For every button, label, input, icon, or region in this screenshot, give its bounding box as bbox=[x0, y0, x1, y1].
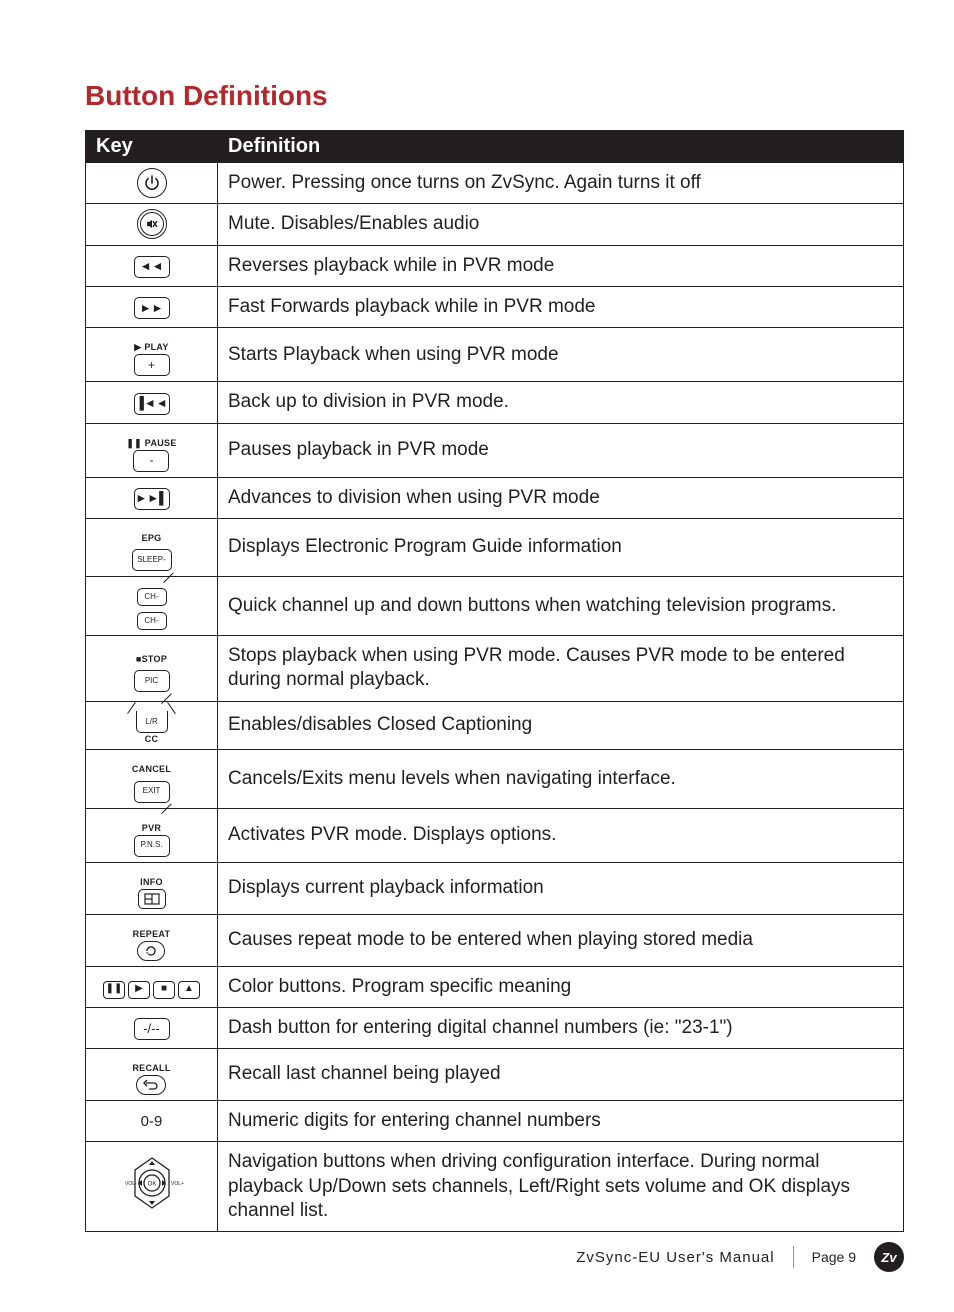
key-cell: ❚❚▶■▲ bbox=[86, 966, 218, 1007]
epg-icon: EPGSLEEP- bbox=[132, 534, 172, 571]
definition-cell: Back up to division in PVR mode. bbox=[218, 382, 904, 423]
svg-text:OK: OK bbox=[147, 1182, 156, 1188]
definition-cell: Displays Electronic Program Guide inform… bbox=[218, 518, 904, 576]
table-row: 0-9 Numeric digits for entering channel n… bbox=[86, 1101, 904, 1142]
table-row: Mute. Disables/Enables audio bbox=[86, 204, 904, 245]
key-cell: RECALL bbox=[86, 1049, 218, 1101]
key-cell: PVRP.N.S. bbox=[86, 808, 218, 862]
key-cell: REPEAT bbox=[86, 914, 218, 966]
definition-cell: Fast Forwards playback while in PVR mode bbox=[218, 286, 904, 327]
definition-cell: Power. Pressing once turns on ZvSync. Ag… bbox=[218, 163, 904, 204]
definition-cell: Displays current playback information bbox=[218, 862, 904, 914]
key-cell: ■STOPPIC bbox=[86, 636, 218, 702]
key-cell: ►► bbox=[86, 286, 218, 327]
mute-icon bbox=[137, 209, 167, 239]
definition-cell: Navigation buttons when driving configur… bbox=[218, 1142, 904, 1232]
definition-cell: Cancels/Exits menu levels when navigatin… bbox=[218, 750, 904, 808]
table-row: CANCELEXIT Cancels/Exits menu levels when… bbox=[86, 750, 904, 808]
definition-cell: Dash button for entering digital channel… bbox=[218, 1007, 904, 1048]
table-row: ▶ PLAY+ Starts Playback when using PVR mo… bbox=[86, 328, 904, 382]
table-row: REPEAT Causes repeat mode to be entered w… bbox=[86, 914, 904, 966]
channel-buttons-icon: CH-CH- bbox=[137, 588, 167, 630]
table-row: ◄◄ Reverses playback while in PVR mode bbox=[86, 245, 904, 286]
key-cell: ►►▌ bbox=[86, 477, 218, 518]
header-def: Definition bbox=[218, 131, 904, 163]
key-cell bbox=[86, 204, 218, 245]
table-row: ▐◄◄ Back up to division in PVR mode. bbox=[86, 382, 904, 423]
definition-cell: Causes repeat mode to be entered when pl… bbox=[218, 914, 904, 966]
page-footer: ZvSync-EU User's Manual Page 9 Zv bbox=[576, 1242, 904, 1272]
footer-divider bbox=[793, 1246, 794, 1268]
definition-cell: Advances to division when using PVR mode bbox=[218, 477, 904, 518]
skip-forward-icon: ►►▌ bbox=[134, 488, 170, 510]
key-cell: -/-- bbox=[86, 1007, 218, 1048]
power-icon bbox=[137, 168, 167, 198]
definition-cell: Pauses playback in PVR mode bbox=[218, 423, 904, 477]
header-key: Key bbox=[86, 131, 218, 163]
key-cell: ▶ PLAY+ bbox=[86, 328, 218, 382]
key-cell: 0-9 bbox=[86, 1101, 218, 1142]
color-buttons-icon: ❚❚▶■▲ bbox=[103, 981, 200, 999]
button-definitions-table: Key Definition Power. Pressing once turn… bbox=[85, 130, 904, 1232]
definition-cell: Activates PVR mode. Displays options. bbox=[218, 808, 904, 862]
key-cell: ▐◄◄ bbox=[86, 382, 218, 423]
recall-icon: RECALL bbox=[132, 1064, 170, 1095]
definition-cell: Recall last channel being played bbox=[218, 1049, 904, 1101]
table-row: ❚❚▶■▲ Color buttons. Program specific mea… bbox=[86, 966, 904, 1007]
table-row: OK VOL- VOL+ Navigation buttons when dri… bbox=[86, 1142, 904, 1232]
repeat-icon: REPEAT bbox=[133, 930, 171, 961]
footer-page: Page 9 bbox=[812, 1249, 856, 1265]
key-cell: ❚❚ PAUSE- bbox=[86, 423, 218, 477]
zv-logo-icon: Zv bbox=[874, 1242, 904, 1272]
rewind-icon: ◄◄ bbox=[134, 256, 170, 278]
table-row: CH-CH- Quick channel up and down buttons … bbox=[86, 577, 904, 636]
info-icon: INFO bbox=[138, 878, 166, 909]
definition-cell: Numeric digits for entering channel numb… bbox=[218, 1101, 904, 1142]
table-row: ►► Fast Forwards playback while in PVR mo… bbox=[86, 286, 904, 327]
definition-cell: Reverses playback while in PVR mode bbox=[218, 245, 904, 286]
skip-back-icon: ▐◄◄ bbox=[134, 393, 170, 415]
dash-icon: -/-- bbox=[134, 1018, 170, 1040]
table-row: EPGSLEEP- Displays Electronic Program Gui… bbox=[86, 518, 904, 576]
table-row: PVRP.N.S. Activates PVR mode. Displays op… bbox=[86, 808, 904, 862]
play-icon: ▶ PLAY+ bbox=[134, 343, 170, 376]
key-cell bbox=[86, 163, 218, 204]
key-cell: EPGSLEEP- bbox=[86, 518, 218, 576]
fast-forward-icon: ►► bbox=[134, 297, 170, 319]
table-row: ►►▌ Advances to division when using PVR m… bbox=[86, 477, 904, 518]
key-cell: ◄◄ bbox=[86, 245, 218, 286]
definition-cell: Color buttons. Program specific meaning bbox=[218, 966, 904, 1007]
svg-text:VOL-: VOL- bbox=[125, 1181, 137, 1187]
svg-text:VOL+: VOL+ bbox=[171, 1181, 184, 1187]
table-row: Power. Pressing once turns on ZvSync. Ag… bbox=[86, 163, 904, 204]
table-row: RECALL Recall last channel being played bbox=[86, 1049, 904, 1101]
cc-icon: L/RCC bbox=[136, 711, 168, 744]
definition-cell: Starts Playback when using PVR mode bbox=[218, 328, 904, 382]
table-row: ❚❚ PAUSE- Pauses playback in PVR mode bbox=[86, 423, 904, 477]
stop-icon: ■STOPPIC bbox=[134, 655, 170, 692]
definition-cell: Enables/disables Closed Captioning bbox=[218, 701, 904, 750]
definition-cell: Stops playback when using PVR mode. Caus… bbox=[218, 636, 904, 702]
table-row: ■STOPPIC Stops playback when using PVR mo… bbox=[86, 636, 904, 702]
pvr-icon: PVRP.N.S. bbox=[134, 824, 170, 857]
definition-cell: Quick channel up and down buttons when w… bbox=[218, 577, 904, 636]
digits-label: 0-9 bbox=[141, 1113, 163, 1130]
key-cell: INFO bbox=[86, 862, 218, 914]
cancel-icon: CANCELEXIT bbox=[132, 765, 171, 802]
page-title: Button Definitions bbox=[85, 80, 904, 112]
key-cell: CH-CH- bbox=[86, 577, 218, 636]
definition-cell: Mute. Disables/Enables audio bbox=[218, 204, 904, 245]
key-cell: CANCELEXIT bbox=[86, 750, 218, 808]
footer-manual: ZvSync-EU User's Manual bbox=[576, 1249, 774, 1266]
key-cell: OK VOL- VOL+ bbox=[86, 1142, 218, 1232]
pause-icon: ❚❚ PAUSE- bbox=[126, 439, 176, 472]
navigation-pad-icon: OK VOL- VOL+ bbox=[117, 1196, 187, 1217]
table-row: L/RCC Enables/disables Closed Captioning bbox=[86, 701, 904, 750]
table-row: -/-- Dash button for entering digital cha… bbox=[86, 1007, 904, 1048]
key-cell: L/RCC bbox=[86, 701, 218, 750]
table-row: INFO Displays current playback informatio… bbox=[86, 862, 904, 914]
